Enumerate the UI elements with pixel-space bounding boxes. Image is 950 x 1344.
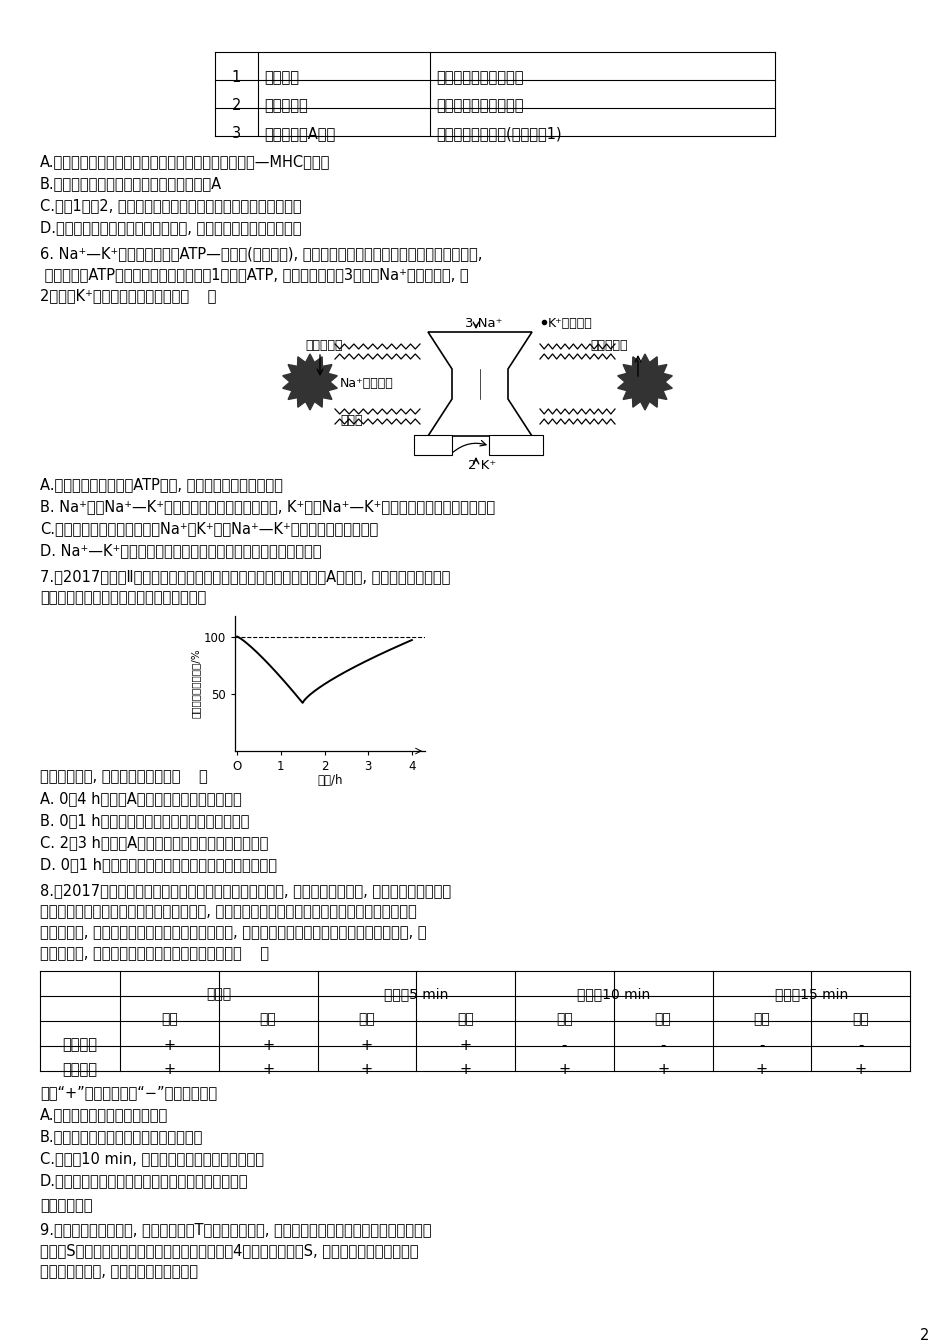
Text: Na⁺结合位点: Na⁺结合位点 <box>340 378 393 390</box>
Text: 免疫增强劉A灌胃: 免疫增强劉A灌胃 <box>264 126 335 141</box>
Text: 7.（2017新课标Ⅱ高考）将某种植物的成熟细胞放入一定浓度的物质A溶液中, 发现其原生质体（即: 7.（2017新课标Ⅱ高考）将某种植物的成熟细胞放入一定浓度的物质A溶液中, 发… <box>40 569 450 585</box>
Text: 8.（2017浙江温州中学模拟）蛙类的坐骨神经是混合神经, 既有传入神经纤维, 又有传出神经纤维。: 8.（2017浙江温州中学模拟）蛙类的坐骨神经是混合神经, 既有传入神经纤维, … <box>40 883 451 898</box>
Text: 趋势如图所示, 下列叙述正确的是（    ）: 趋势如图所示, 下列叙述正确的是（ ） <box>40 769 208 784</box>
PathPatch shape <box>428 332 532 435</box>
Text: +: + <box>163 1063 176 1078</box>
Text: K⁺结合位点: K⁺结合位点 <box>548 317 593 331</box>
Text: 9.肖肖可能导致糖尿病, 为了研究新药T对糖尿病的疡效, 需要创建糖尿病动物模型。科学研究中常: 9.肖肖可能导致糖尿病, 为了研究新药T对糖尿病的疡效, 需要创建糖尿病动物模型… <box>40 1222 431 1236</box>
Text: 右腿: 右腿 <box>655 1012 672 1027</box>
Text: 电化学梯度: 电化学梯度 <box>590 339 628 352</box>
Text: 巨噌细胞数量增多(少于组列1): 巨噌细胞数量增多(少于组列1) <box>436 126 561 141</box>
Text: 用药后5 min: 用药后5 min <box>384 988 448 1001</box>
Text: -: - <box>858 1038 864 1052</box>
Text: +: + <box>163 1038 176 1052</box>
Text: A.脊蛙用药前神经传导通路正常: A.脊蛙用药前神经传导通路正常 <box>40 1107 168 1122</box>
FancyBboxPatch shape <box>489 435 543 456</box>
Text: 草药灌胃: 草药灌胃 <box>264 70 299 85</box>
Text: C.比较1和组2, 说明某种草药只能增强机体的非特异性免疫功能: C.比较1和组2, 说明某种草药只能增强机体的非特异性免疫功能 <box>40 198 302 212</box>
Text: B. Na⁺通过Na⁺—K⁺泵的跨膜运输方式是主动转运, K⁺通过Na⁺—K⁺泵的跨膜运输方式是易化扩散: B. Na⁺通过Na⁺—K⁺泵的跨膜运输方式是主动转运, K⁺通过Na⁺—K⁺泵… <box>40 499 495 513</box>
Text: 3 Na⁺: 3 Na⁺ <box>465 317 503 331</box>
Text: 传入神经纤维与传出神经纤维的粗细不一样, 局部麻醇药对细的神经纤维比粗的起效快。实验人员: 传入神经纤维与传出神经纤维的粗细不一样, 局部麻醇药对细的神经纤维比粗的起效快。… <box>40 905 417 919</box>
Text: 察刺激反应, 实验结果如表。下列叙述不正确的是（    ）: 察刺激反应, 实验结果如表。下列叙述不正确的是（ ） <box>40 946 269 961</box>
Text: B. 0～1 h内细胞体积与原生质体积的变化量相等: B. 0～1 h内细胞体积与原生质体积的变化量相等 <box>40 813 249 828</box>
Text: 2分子的K⁺泵入细胞内。由此可知（    ）: 2分子的K⁺泵入细胞内。由此可知（ ） <box>40 288 217 302</box>
Text: 右腿: 右腿 <box>457 1012 474 1027</box>
Text: +: + <box>460 1038 472 1052</box>
Text: 右腿: 右腿 <box>259 1012 276 1027</box>
Text: A.该载体不一定能催化ATP水解, 但一定能促进物质的运转: A.该载体不一定能催化ATP水解, 但一定能促进物质的运转 <box>40 477 283 492</box>
Text: ATP: ATP <box>423 444 444 457</box>
Text: +: + <box>756 1063 768 1078</box>
Text: 电化学梯度: 电化学梯度 <box>305 339 343 352</box>
Text: 左腿: 左腿 <box>358 1012 375 1027</box>
Text: 用药后10 min: 用药后10 min <box>578 988 651 1001</box>
Text: +: + <box>559 1063 570 1078</box>
Polygon shape <box>618 353 673 410</box>
Text: 1: 1 <box>232 70 241 85</box>
Text: 细胞质: 细胞质 <box>340 414 363 427</box>
Text: D. Na⁺—K⁺泵对维持动物细胞的滲透压平衡起着非常重要的作用: D. Na⁺—K⁺泵对维持动物细胞的滲透压平衡起着非常重要的作用 <box>40 543 321 558</box>
Text: +: + <box>361 1063 373 1078</box>
Text: 用药前: 用药前 <box>206 988 231 1001</box>
Text: C.用药后10 min, 左腿的传入神经纤维已经被麻醇: C.用药后10 min, 左腿的传入神经纤维已经被麻醇 <box>40 1150 264 1167</box>
Text: A. 0～4 h内物质A没有通过细胞膜进入细胞内: A. 0～4 h内物质A没有通过细胞膜进入细胞内 <box>40 792 241 806</box>
Text: 用药物S创建糖尿病动物模型。给甲、乙、丙、东4组大鼠注射药物S, 如图显示各组大鼠进食后: 用药物S创建糖尿病动物模型。给甲、乙、丙、东4组大鼠注射药物S, 如图显示各组大… <box>40 1243 419 1258</box>
Text: 刺激右腿: 刺激右腿 <box>63 1063 98 1078</box>
Text: 刺激左腿: 刺激左腿 <box>63 1038 98 1052</box>
Text: 蜗馏水灌胃: 蜗馏水灌胃 <box>264 98 308 113</box>
Text: 6. Na⁺—K⁺泵是一种常见的ATP—驱动泵(如图所示), 是在动物细胞的能量系统中起主要作用的载体,: 6. Na⁺—K⁺泵是一种常见的ATP—驱动泵(如图所示), 是在动物细胞的能量… <box>40 246 483 261</box>
Text: 左腿: 左腿 <box>753 1012 770 1027</box>
Text: 用药后15 min: 用药后15 min <box>774 988 847 1001</box>
Text: D. 0～1 h内液泡中液体的滲透压大于细胞溶胶的滲透压: D. 0～1 h内液泡中液体的滲透压大于细胞溶胶的滲透压 <box>40 857 277 872</box>
Text: 注：“+”有缩腿反应，“−”无缩腿反应。: 注：“+”有缩腿反应，“−”无缩腿反应。 <box>40 1085 218 1099</box>
Text: +: + <box>657 1063 669 1078</box>
Text: 2: 2 <box>921 1328 930 1343</box>
Text: 也是能催化ATP水解的酶。这种泵每消耗1分子的ATP, 就逆浓度梯度匇3分子的Na⁺泵出细胞外, 将: 也是能催化ATP水解的酶。这种泵每消耗1分子的ATP, 就逆浓度梯度匇3分子的N… <box>40 267 468 282</box>
FancyBboxPatch shape <box>414 435 452 456</box>
Polygon shape <box>283 353 337 410</box>
Text: 2: 2 <box>232 98 241 113</box>
Text: +: + <box>361 1038 373 1052</box>
Text: 血糖浓度的变化, 虚线表示基础血糖値。: 血糖浓度的变化, 虚线表示基础血糖値。 <box>40 1263 198 1279</box>
Text: C.葡萄糖进入红细胞的方式与Na⁺和K⁺通过Na⁺—K⁺泵跨膜运输的方式相同: C.葡萄糖进入红细胞的方式与Na⁺和K⁺通过Na⁺—K⁺泵跨膜运输的方式相同 <box>40 521 378 536</box>
Text: 左腿: 左腿 <box>161 1012 178 1027</box>
Text: A.巨噌细胞和已被感染的体细胞或癌细胞一样嵌有抗原—MHC复合体: A.巨噌细胞和已被感染的体细胞或癌细胞一样嵌有抗原—MHC复合体 <box>40 155 331 169</box>
Text: -: - <box>759 1038 765 1052</box>
Text: C. 2～3 h内物质A溶液的滲透压小于细胞液的滲透压: C. 2～3 h内物质A溶液的滲透压小于细胞液的滲透压 <box>40 835 268 849</box>
Text: +: + <box>262 1063 275 1078</box>
Text: D.蛙类坐骨神经中的传入神经纤维比传出神经纤维粗: D.蛙类坐骨神经中的传入神经纤维比传出神经纤维粗 <box>40 1173 249 1188</box>
Text: ATP+Pi: ATP+Pi <box>495 444 537 457</box>
Text: -: - <box>660 1038 666 1052</box>
Text: 植物细胞中细胞壁以内的部分）的体积变化: 植物细胞中细胞壁以内的部分）的体积变化 <box>40 590 206 605</box>
Text: -: - <box>561 1038 567 1052</box>
Text: D.巨噌细胞是由中性粒细胞分化形成, 可以吞噌上百个细菌和病毒: D.巨噌细胞是由中性粒细胞分化形成, 可以吞噌上百个细菌和病毒 <box>40 220 301 235</box>
Text: 准备了脊蛙, 将麻醇药处理其中一侧腿的坐骨神经, 在不同条件下分别刺激其左腿和右腿感受器, 观: 准备了脊蛙, 将麻醇药处理其中一侧腿的坐骨神经, 在不同条件下分别刺激其左腿和右… <box>40 925 427 939</box>
Text: B.该研究的自变量是某种草药和免疫增强劑A: B.该研究的自变量是某种草药和免疫增强劑A <box>40 176 222 191</box>
Text: +: + <box>262 1038 275 1052</box>
Text: 2 K⁺: 2 K⁺ <box>468 460 496 472</box>
Text: 巨噌细胞数量显著增多: 巨噌细胞数量显著增多 <box>436 70 523 85</box>
Text: 右腿: 右腿 <box>852 1012 869 1027</box>
Text: 二、非选择题: 二、非选择题 <box>40 1198 92 1214</box>
Text: +: + <box>460 1063 472 1078</box>
Text: 左腿: 左腿 <box>556 1012 573 1027</box>
Text: 3: 3 <box>232 126 241 141</box>
Text: +: + <box>855 1063 866 1078</box>
Text: B.局部麻醇药的用药位置在左腿坐骨神经: B.局部麻醇药的用药位置在左腿坐骨神经 <box>40 1129 203 1144</box>
Text: 巨噌细胞数量基本不变: 巨噌细胞数量基本不变 <box>436 98 523 113</box>
